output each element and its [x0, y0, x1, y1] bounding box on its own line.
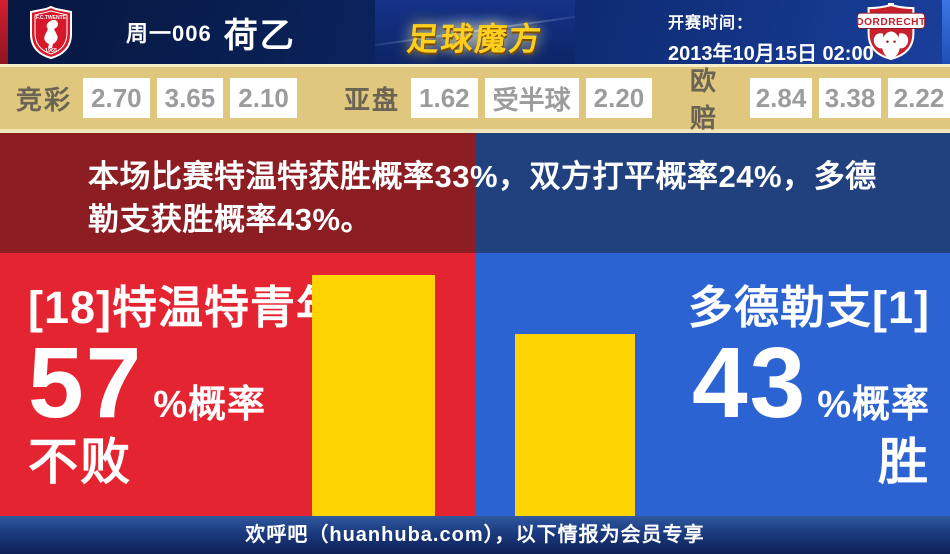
- away-outcome: 胜: [878, 434, 930, 490]
- jingcai-label: 竞彩: [16, 84, 73, 115]
- oupei-draw-odds: 3.38: [819, 78, 881, 118]
- jingcai-home-odds: 2.70: [83, 78, 150, 118]
- jingcai-away-odds: 2.10: [230, 78, 297, 118]
- prediction-area: 本场比赛特温特获胜概率33%，双方打平概率24%，多德勒支获胜概率43%。 [1…: [0, 133, 950, 516]
- oupei-away-odds: 2.22: [888, 78, 950, 118]
- away-panel-text: 多德勒支[1] 43 %概率 胜: [688, 285, 930, 487]
- match-summary: 本场比赛特温特获胜概率33%，双方打平概率24%，多德勒支获胜概率43%。: [88, 159, 877, 237]
- away-team-name: 多德勒支[1]: [688, 282, 930, 333]
- home-logo-year: 1965: [45, 48, 57, 54]
- yapan-handicap: 受半球: [484, 78, 579, 118]
- away-logo-banner-text: DORDRECHT: [856, 17, 926, 28]
- away-probability-bar: [515, 334, 635, 516]
- yapan-away-odds: 2.20: [585, 78, 653, 118]
- away-probability-suffix: %概率: [817, 384, 930, 426]
- footer-banner: 欢呼吧（huanhuba.com），以下情报为会员专享: [0, 516, 950, 554]
- yapan-home-odds: 1.62: [411, 78, 478, 118]
- kickoff-info: 开赛时间： 2013年10月15日 02:00: [668, 9, 874, 66]
- odds-group-jingcai: 竞彩 2.70 3.65 2.10: [16, 67, 297, 129]
- home-probability-row: 57 %概率: [28, 327, 342, 439]
- header: F.C.TWENTE 1965 周一006 荷乙 足球魔方 开赛时间： 2013…: [0, 0, 950, 66]
- odds-group-oupei: 欧赔 2.84 3.38 2.22: [690, 66, 950, 133]
- match-info: 周一006 荷乙: [126, 0, 296, 64]
- home-logo-arc-text: F.C.TWENTE: [36, 15, 67, 21]
- yapan-label: 亚盘: [344, 84, 401, 115]
- summary-band-home: [0, 133, 475, 253]
- kickoff-label: 开赛时间：: [668, 15, 754, 32]
- oupei-label: 欧赔: [690, 66, 719, 133]
- away-probability-value: 43: [691, 327, 808, 439]
- home-team-logo: F.C.TWENTE 1965: [30, 5, 72, 60]
- away-team-logo: DORDRECHT: [856, 3, 926, 61]
- odds-group-yapan: 亚盘 1.62 受半球 2.20: [344, 67, 653, 129]
- brand-panel: 足球魔方: [375, 0, 575, 64]
- jingcai-draw-odds: 3.65: [156, 78, 224, 118]
- home-probability-value: 57: [28, 327, 144, 439]
- summary-band-away: [475, 133, 950, 253]
- away-probability-row: 43 %概率: [691, 327, 930, 439]
- away-accent-stripe: [942, 0, 950, 64]
- home-probability-suffix: %概率: [153, 384, 267, 426]
- home-team-name: [18]特温特青年: [28, 282, 343, 333]
- league-name: 荷乙: [223, 16, 296, 55]
- home-probability-bar: [312, 275, 435, 516]
- home-accent-stripe: [0, 0, 8, 64]
- odds-bar: 竞彩 2.70 3.65 2.10 亚盘 1.62 受半球 2.20 欧赔 2.…: [0, 64, 950, 133]
- home-panel-text: [18]特温特青年 57 %概率 不败: [28, 285, 342, 487]
- home-outcome: 不败: [28, 434, 132, 490]
- oupei-home-odds: 2.84: [750, 78, 812, 118]
- kickoff-time: 2013年10月15日 02:00: [668, 43, 874, 65]
- match-code: 周一006: [126, 21, 212, 46]
- brand-logo: 足球魔方: [405, 21, 545, 57]
